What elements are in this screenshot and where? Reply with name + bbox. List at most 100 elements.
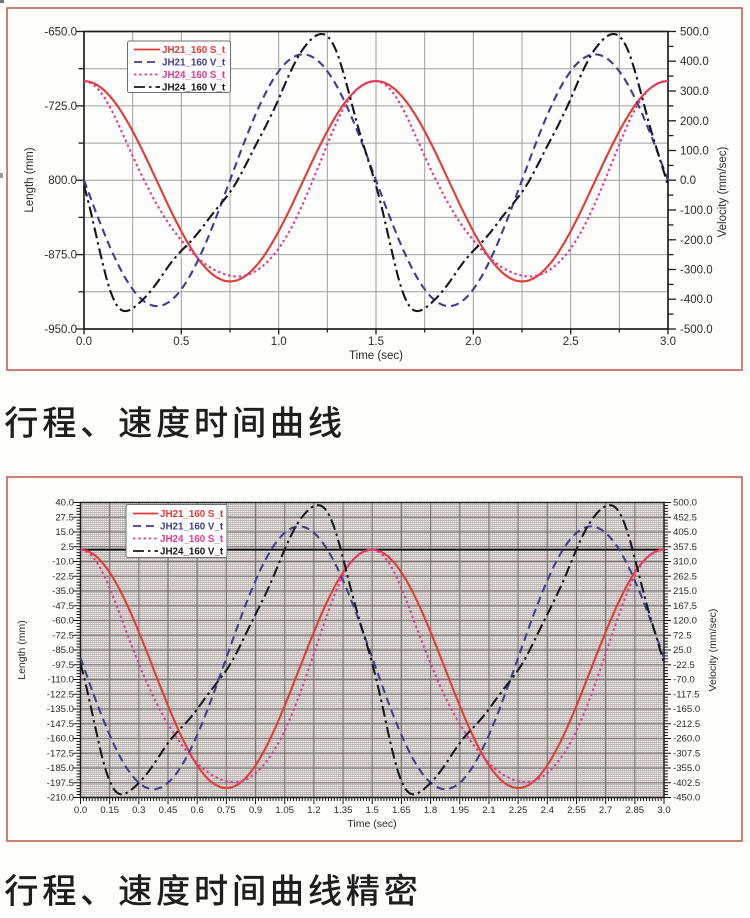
- svg-text:215.0: 215.0: [673, 586, 697, 597]
- svg-text:1.5: 1.5: [366, 805, 379, 816]
- svg-text:-85.0: -85.0: [52, 645, 74, 656]
- svg-text:100.0: 100.0: [680, 146, 709, 158]
- svg-text:2.1: 2.1: [482, 805, 495, 816]
- svg-text:-72.5: -72.5: [52, 631, 74, 642]
- svg-text:0.45: 0.45: [159, 805, 178, 816]
- svg-text:-160.0: -160.0: [47, 734, 74, 745]
- svg-text:-650.0: -650.0: [44, 27, 77, 39]
- svg-text:JH24_160 V_t: JH24_160 V_t: [160, 547, 224, 558]
- svg-text:-172.5: -172.5: [47, 749, 74, 760]
- svg-text:-122.5: -122.5: [47, 690, 74, 701]
- svg-text:400.0: 400.0: [680, 56, 709, 68]
- svg-text:-200.0: -200.0: [680, 235, 713, 247]
- svg-text:-185.0: -185.0: [47, 763, 74, 774]
- svg-text:-355.0: -355.0: [673, 763, 700, 774]
- svg-text:72.5: 72.5: [673, 631, 692, 642]
- svg-text:1.05: 1.05: [275, 805, 294, 816]
- svg-text:3.0: 3.0: [657, 805, 670, 816]
- svg-text:-147.5: -147.5: [47, 719, 74, 730]
- svg-text:-212.5: -212.5: [673, 719, 700, 730]
- svg-text:0.6: 0.6: [191, 805, 204, 816]
- svg-text:Length (mm): Length (mm): [24, 147, 36, 212]
- svg-text:-260.0: -260.0: [673, 734, 700, 745]
- svg-text:Velocity (mm/sec): Velocity (mm/sec): [707, 609, 719, 692]
- svg-text:1.95: 1.95: [450, 805, 469, 816]
- svg-text:262.5: 262.5: [673, 572, 697, 583]
- svg-text:405.0: 405.0: [673, 527, 697, 538]
- svg-text:JH21_160 S_t: JH21_160 S_t: [162, 45, 226, 56]
- svg-text:-60.0: -60.0: [52, 616, 74, 627]
- svg-text:167.5: 167.5: [673, 601, 697, 612]
- svg-text:200.0: 200.0: [680, 116, 709, 128]
- svg-text:-22.5: -22.5: [52, 572, 74, 583]
- svg-text:1.65: 1.65: [392, 805, 411, 816]
- svg-text:Time (sec): Time (sec): [349, 350, 403, 362]
- svg-text:0.0: 0.0: [76, 336, 92, 348]
- svg-text:JH21_160 V_t: JH21_160 V_t: [162, 58, 226, 69]
- svg-text:-97.5: -97.5: [52, 660, 74, 671]
- svg-text:1.8: 1.8: [424, 805, 437, 816]
- svg-text:2.5: 2.5: [563, 336, 579, 348]
- svg-text:25.0: 25.0: [673, 645, 692, 656]
- svg-text:-307.5: -307.5: [673, 749, 700, 760]
- svg-text:-400.0: -400.0: [680, 294, 713, 306]
- svg-text:0.0: 0.0: [680, 175, 696, 187]
- svg-text:500.0: 500.0: [680, 27, 709, 39]
- svg-text:27.5: 27.5: [55, 513, 74, 524]
- svg-text:310.0: 310.0: [673, 557, 697, 568]
- svg-text:1.2: 1.2: [307, 805, 320, 816]
- svg-text:800.0: 800.0: [48, 175, 77, 187]
- svg-text:1.35: 1.35: [334, 805, 353, 816]
- svg-text:-100.0: -100.0: [680, 205, 713, 217]
- svg-text:300.0: 300.0: [680, 86, 709, 98]
- svg-text:-35.0: -35.0: [52, 586, 74, 597]
- svg-text:Length (mm): Length (mm): [16, 620, 28, 680]
- svg-text:-210.0: -210.0: [47, 793, 74, 804]
- svg-text:Time (sec): Time (sec): [347, 818, 396, 830]
- svg-text:JH24_160 S_t: JH24_160 S_t: [162, 70, 226, 81]
- svg-text:120.0: 120.0: [673, 616, 697, 627]
- svg-text:0.0: 0.0: [74, 805, 87, 816]
- svg-text:0.9: 0.9: [249, 805, 262, 816]
- svg-text:2.4: 2.4: [541, 805, 555, 816]
- svg-text:JH24_160 V_t: JH24_160 V_t: [162, 83, 226, 94]
- svg-text:-117.5: -117.5: [673, 690, 700, 701]
- svg-text:2.55: 2.55: [567, 805, 586, 816]
- svg-text:-47.5: -47.5: [52, 601, 74, 612]
- svg-text:-197.5: -197.5: [47, 778, 74, 789]
- svg-text:JH21_160 V_t: JH21_160 V_t: [160, 522, 224, 533]
- svg-text:-500.0: -500.0: [680, 324, 713, 336]
- svg-text:2.0: 2.0: [465, 336, 481, 348]
- svg-text:-875.0: -875.0: [44, 250, 77, 262]
- svg-text:-725.0: -725.0: [44, 101, 77, 113]
- svg-text:JH21_160 S_t: JH21_160 S_t: [160, 509, 224, 520]
- svg-text:1.0: 1.0: [271, 336, 287, 348]
- svg-text:-402.5: -402.5: [673, 778, 700, 789]
- svg-text:-950.0: -950.0: [44, 324, 77, 336]
- svg-text:2.85: 2.85: [625, 805, 644, 816]
- svg-text:500.0: 500.0: [673, 498, 697, 509]
- svg-text:357.5: 357.5: [673, 542, 697, 553]
- svg-text:0.75: 0.75: [217, 805, 236, 816]
- svg-text:40.0: 40.0: [55, 498, 74, 509]
- svg-text:0.5: 0.5: [173, 336, 189, 348]
- svg-text:-70.0: -70.0: [673, 675, 695, 686]
- svg-text:-450.0: -450.0: [673, 793, 700, 804]
- svg-text:1.5: 1.5: [368, 336, 384, 348]
- svg-text:-165.0: -165.0: [673, 704, 700, 715]
- svg-text:0.15: 0.15: [100, 805, 119, 816]
- svg-text:3.0: 3.0: [660, 336, 676, 348]
- svg-text:-135.0: -135.0: [47, 704, 74, 715]
- svg-text:-10.0: -10.0: [52, 557, 74, 568]
- svg-text:0.3: 0.3: [132, 805, 145, 816]
- svg-text:2.25: 2.25: [509, 805, 528, 816]
- svg-text:452.5: 452.5: [673, 513, 697, 524]
- svg-text:2.5: 2.5: [61, 542, 74, 553]
- svg-text:2.7: 2.7: [599, 805, 612, 816]
- svg-text:15.0: 15.0: [55, 527, 74, 538]
- svg-text:-110.0: -110.0: [48, 675, 75, 686]
- svg-text:-300.0: -300.0: [680, 265, 713, 277]
- svg-text:Velocity (mm/sec): Velocity (mm/sec): [717, 146, 729, 237]
- svg-text:JH24_160 S_t: JH24_160 S_t: [160, 534, 224, 545]
- svg-text:-22.5: -22.5: [673, 660, 695, 671]
